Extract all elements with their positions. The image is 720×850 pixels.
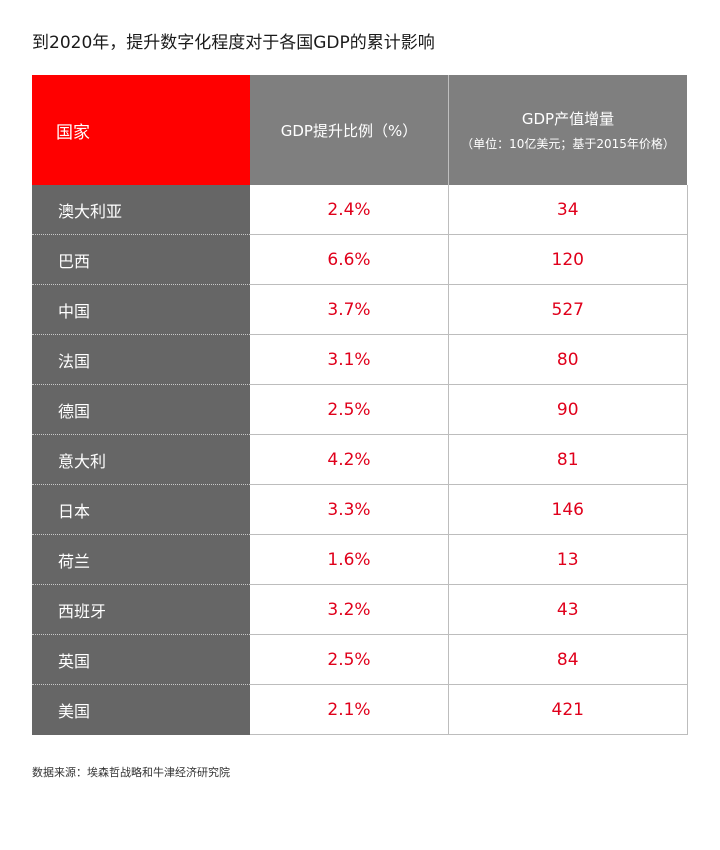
ratio-cell: 2.5% [250, 384, 449, 435]
increase-cell: 120 [448, 234, 688, 285]
country-cell: 英国 [32, 634, 250, 685]
ratio-cell: 1.6% [250, 534, 449, 585]
header-country: 国家 [32, 75, 250, 185]
table-header-row: 国家 GDP提升比例（%） GDP产值增量 （单位：10亿美元；基于2015年价… [32, 75, 687, 185]
table-row: 英国 2.5% 84 [32, 634, 688, 685]
ratio-cell: 4.2% [250, 434, 449, 485]
header-gdp-increase: GDP产值增量 （单位：10亿美元；基于2015年价格） [448, 75, 687, 185]
increase-cell: 13 [448, 534, 688, 585]
country-cell: 法国 [32, 334, 250, 385]
ratio-cell: 2.1% [250, 684, 449, 735]
table-row: 澳大利亚 2.4% 34 [32, 185, 688, 235]
country-cell: 日本 [32, 484, 250, 535]
table-row: 西班牙 3.2% 43 [32, 584, 688, 635]
increase-cell: 34 [448, 185, 688, 235]
increase-cell: 43 [448, 584, 688, 635]
gdp-impact-table: 国家 GDP提升比例（%） GDP产值增量 （单位：10亿美元；基于2015年价… [32, 75, 688, 735]
increase-cell: 146 [448, 484, 688, 535]
table-row: 法国 3.1% 80 [32, 334, 688, 385]
ratio-cell: 2.5% [250, 634, 449, 685]
country-cell: 澳大利亚 [32, 185, 250, 235]
country-cell: 荷兰 [32, 534, 250, 585]
increase-cell: 81 [448, 434, 688, 485]
table-row: 中国 3.7% 527 [32, 284, 688, 335]
data-source-note: 数据来源：埃森哲战略和牛津经济研究院 [32, 766, 230, 779]
increase-cell: 90 [448, 384, 688, 435]
table-row: 荷兰 1.6% 13 [32, 534, 688, 585]
country-cell: 西班牙 [32, 584, 250, 635]
header-gdp-increase-unit: （单位：10亿美元；基于2015年价格） [461, 137, 675, 151]
table-row: 美国 2.1% 421 [32, 684, 688, 735]
country-cell: 意大利 [32, 434, 250, 485]
table-row: 德国 2.5% 90 [32, 384, 688, 435]
increase-cell: 527 [448, 284, 688, 335]
increase-cell: 84 [448, 634, 688, 685]
ratio-cell: 3.3% [250, 484, 449, 535]
increase-cell: 80 [448, 334, 688, 385]
table-row: 巴西 6.6% 120 [32, 234, 688, 285]
ratio-cell: 3.1% [250, 334, 449, 385]
header-gdp-ratio: GDP提升比例（%） [250, 75, 449, 185]
country-cell: 德国 [32, 384, 250, 435]
ratio-cell: 6.6% [250, 234, 449, 285]
header-gdp-increase-label: GDP产值增量 [521, 110, 615, 128]
ratio-cell: 2.4% [250, 185, 449, 235]
increase-cell: 421 [448, 684, 688, 735]
ratio-cell: 3.7% [250, 284, 449, 335]
ratio-cell: 3.2% [250, 584, 449, 635]
table-row: 日本 3.3% 146 [32, 484, 688, 535]
country-cell: 中国 [32, 284, 250, 335]
country-cell: 美国 [32, 684, 250, 735]
country-cell: 巴西 [32, 234, 250, 285]
page-title: 到2020年，提升数字化程度对于各国GDP的累计影响 [32, 33, 435, 53]
table-row: 意大利 4.2% 81 [32, 434, 688, 485]
